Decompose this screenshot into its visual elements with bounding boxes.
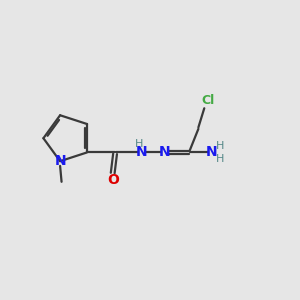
Text: H: H [215,154,224,164]
Text: H: H [215,141,224,151]
Text: O: O [107,173,118,187]
Text: N: N [159,146,170,159]
Text: N: N [206,146,218,159]
Text: H: H [135,139,143,149]
Text: Cl: Cl [202,94,215,106]
Text: N: N [136,146,147,159]
Text: N: N [54,154,66,168]
